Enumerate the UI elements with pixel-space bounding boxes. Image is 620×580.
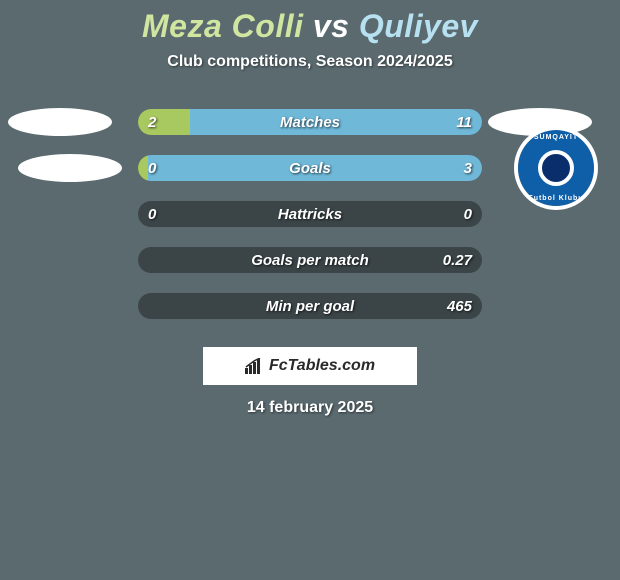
- stat-right-value: 3: [464, 155, 472, 181]
- stat-rows: 211MatchesSUMQAYIT2010Futbol Klubu03Goal…: [0, 99, 620, 329]
- stat-left-value: 0: [148, 201, 156, 227]
- bar-left-fill: [138, 109, 190, 135]
- comparison-card: Meza Colli vs Quliyev Club competitions,…: [0, 0, 620, 580]
- stat-row: 465Min per goal: [0, 283, 620, 329]
- stat-bar: 03Goals: [138, 155, 482, 181]
- stat-label: Hattricks: [138, 201, 482, 227]
- badge-top: SUMQAYIT: [518, 134, 594, 141]
- subtitle: Club competitions, Season 2024/2025: [0, 53, 620, 71]
- vs-text: vs: [313, 8, 350, 44]
- chart-icon: [245, 358, 265, 374]
- stat-bar: 0 0Hattricks: [138, 201, 482, 227]
- stat-bar: 465Min per goal: [138, 293, 482, 319]
- stat-right-value: 11: [456, 109, 472, 135]
- stat-left-value: 2: [148, 109, 156, 135]
- stat-row: 0 0Hattricks: [0, 191, 620, 237]
- date-text: 14 february 2025: [0, 399, 620, 417]
- decor-oval: [18, 154, 122, 182]
- stat-label: Goals per match: [138, 247, 482, 273]
- stat-row: 0.27Goals per match: [0, 237, 620, 283]
- stat-bar: 211Matches: [138, 109, 482, 135]
- stat-right-value: 465: [447, 293, 472, 319]
- stat-right-value: 0.27: [443, 247, 472, 273]
- bar-right-fill: [148, 155, 482, 181]
- bar-left-fill: [138, 155, 148, 181]
- page-title: Meza Colli vs Quliyev: [0, 8, 620, 45]
- stat-bar: 0.27Goals per match: [138, 247, 482, 273]
- brand-box: FcTables.com: [203, 347, 417, 385]
- player1-name: Meza Colli: [142, 8, 303, 44]
- decor-oval: [8, 108, 112, 136]
- stat-right-value: 0: [464, 201, 472, 227]
- stat-left-value: 0: [148, 155, 156, 181]
- stat-label: Min per goal: [138, 293, 482, 319]
- stat-row: SUMQAYIT2010Futbol Klubu03Goals: [0, 145, 620, 191]
- player2-name: Quliyev: [359, 8, 478, 44]
- brand-text: FcTables.com: [269, 357, 375, 375]
- bar-right-fill: [190, 109, 482, 135]
